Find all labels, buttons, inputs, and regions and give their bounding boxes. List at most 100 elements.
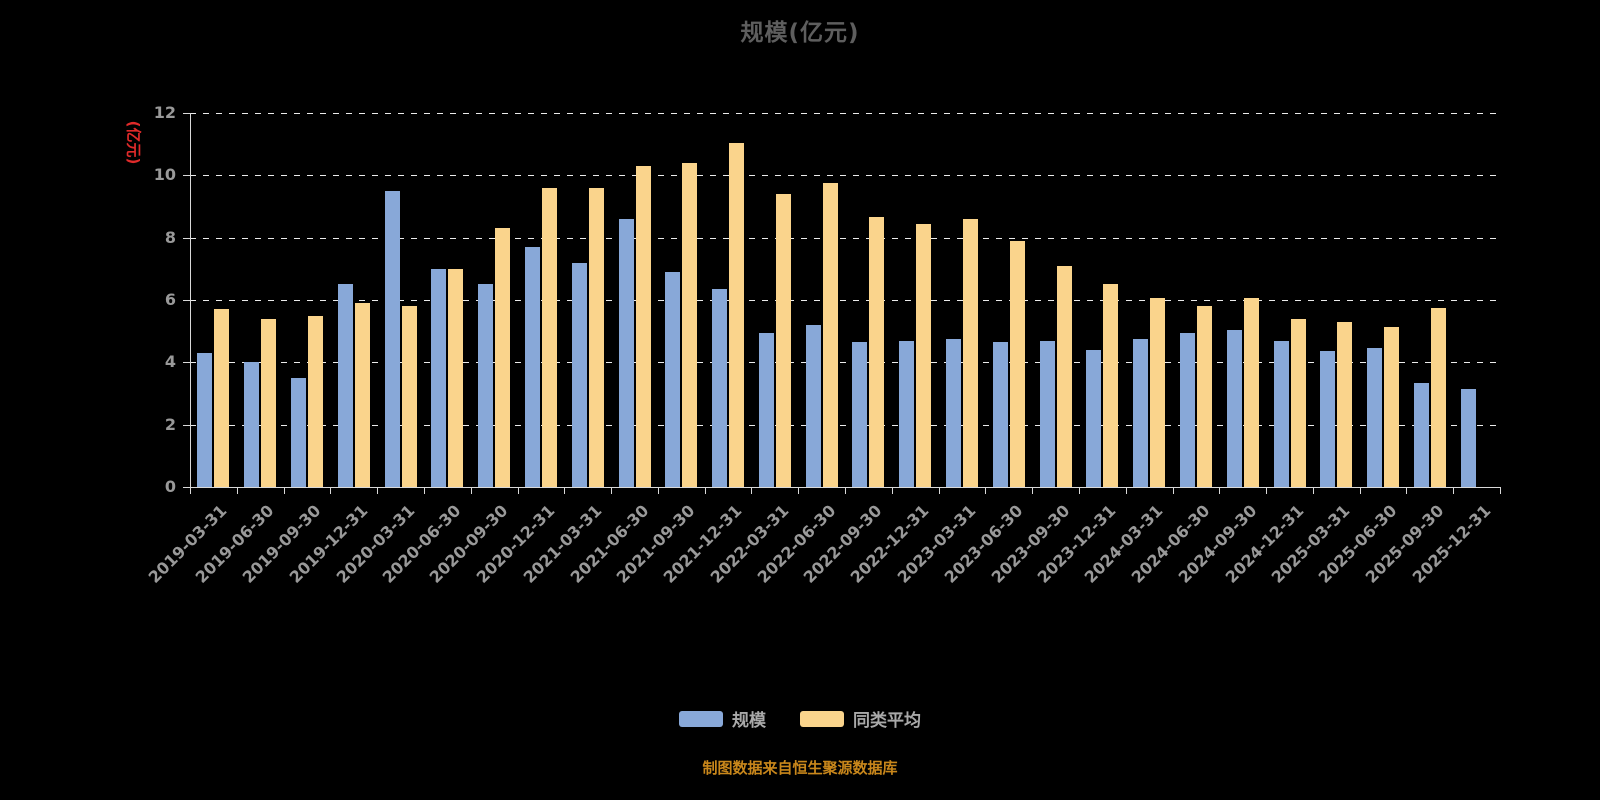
peer-average-bar <box>214 309 230 487</box>
scale-bar <box>1320 351 1336 487</box>
scale-bar <box>758 332 774 487</box>
scale-bar <box>1086 349 1102 487</box>
scale-bar <box>244 362 260 487</box>
peer-average-bar <box>261 318 277 487</box>
gridline <box>190 424 1500 426</box>
x-axis-tick-label: 2019-03-31 <box>145 501 231 587</box>
peer-average-bar <box>1056 265 1072 487</box>
legend-swatch-peer-average <box>800 710 844 727</box>
y-axis-tick-label: 4 <box>164 352 176 372</box>
x-axis-tick <box>891 487 893 494</box>
scale-bar <box>618 219 634 487</box>
x-axis-tick <box>1453 487 1455 494</box>
peer-average-bar <box>495 228 511 487</box>
x-axis-tick <box>1266 487 1268 494</box>
x-axis-tick <box>751 487 753 494</box>
x-axis-tick <box>377 487 379 494</box>
legend-item-scale[interactable]: 规模 <box>679 706 766 731</box>
peer-average-bar <box>1290 318 1306 487</box>
peer-average-bar <box>869 217 885 487</box>
y-axis-tick-label: 8 <box>164 227 176 247</box>
peer-average-bar <box>1430 307 1446 487</box>
legend-item-peer-average[interactable]: 同类平均 <box>800 706 921 731</box>
peer-average-bar <box>1384 326 1399 487</box>
peer-average-bar <box>401 306 417 487</box>
scale-bar <box>571 262 587 487</box>
peer-average-bar <box>541 187 557 487</box>
x-axis-tick <box>564 487 566 494</box>
peer-average-bar <box>1196 306 1212 487</box>
x-axis-tick <box>611 487 613 494</box>
x-axis-tick <box>938 487 940 494</box>
y-axis-tick <box>183 175 190 177</box>
gridline <box>190 362 1500 364</box>
x-axis-tick <box>190 487 191 494</box>
x-axis-tick <box>1032 487 1034 494</box>
y-axis-line <box>190 113 191 487</box>
scale-bar <box>805 324 821 487</box>
legend-swatch-scale <box>679 710 723 727</box>
x-axis-tick <box>1359 487 1361 494</box>
peer-average-bar <box>1103 284 1119 487</box>
peer-average-bar <box>1243 298 1259 487</box>
y-axis-tick <box>183 362 190 364</box>
x-axis-tick <box>657 487 659 494</box>
scale-bar <box>1273 340 1289 487</box>
chart-title: 规模(亿元) <box>740 20 860 46</box>
x-axis-tick <box>1312 487 1314 494</box>
y-axis-tick-label: 2 <box>164 414 176 434</box>
peer-average-bar <box>682 162 698 487</box>
peer-average-bar <box>775 194 791 487</box>
x-axis-tick <box>423 487 425 494</box>
peer-average-bar <box>1150 298 1166 487</box>
x-axis-tick <box>1172 487 1174 494</box>
scale-bar <box>1226 329 1242 487</box>
scale-bar <box>712 289 727 487</box>
peer-average-bar <box>1009 240 1025 487</box>
scale-bar <box>665 271 681 487</box>
legend: 规模 同类平均 <box>0 706 1600 731</box>
y-axis-tick-label: 6 <box>164 290 176 309</box>
scale-bar <box>524 247 540 487</box>
x-axis-tick <box>330 487 332 494</box>
y-axis-tick <box>183 424 190 426</box>
scale-bar <box>431 268 447 487</box>
x-axis-tick <box>845 487 846 494</box>
x-axis-tick <box>1078 487 1080 494</box>
scale-bar <box>899 340 915 487</box>
scale-bar <box>1039 340 1055 487</box>
x-axis-tick <box>1125 487 1127 494</box>
plot-area: 0 2 4 6 8 10 12 2019-03-31 2019-06-30 2019-09-30 2… <box>145 103 1501 587</box>
gridline <box>190 113 1500 114</box>
scale-bar <box>384 190 400 487</box>
x-axis-tick <box>283 487 285 494</box>
y-axis-unit-label: (亿元) <box>124 120 143 165</box>
peer-average-bar <box>1337 321 1353 487</box>
peer-average-bar <box>822 183 838 487</box>
x-axis-tick <box>704 487 706 494</box>
y-axis-tick <box>183 487 190 488</box>
x-axis-tick <box>1406 487 1408 494</box>
scale-bar <box>946 339 961 487</box>
x-axis-tick <box>798 487 800 494</box>
scale-bar <box>1179 332 1195 487</box>
x-axis-tick <box>985 487 987 494</box>
scale-bar <box>1367 348 1382 487</box>
legend-label-scale: 规模 <box>732 711 766 731</box>
peer-average-bar <box>354 303 370 487</box>
gridline <box>190 175 1500 177</box>
y-axis-tick <box>183 300 190 301</box>
gridline <box>190 237 1500 239</box>
source-note: 制图数据来自恒生聚源数据库 <box>702 759 898 777</box>
legend-label-peer-average: 同类平均 <box>853 711 921 731</box>
scale-bar <box>992 342 1008 487</box>
x-axis-tick <box>517 487 519 494</box>
x-axis-tick <box>1500 487 1501 494</box>
scale-bar <box>478 284 494 487</box>
peer-average-bar <box>308 315 323 487</box>
peer-average-bar <box>588 187 604 487</box>
y-axis-tick <box>183 237 190 239</box>
peer-average-bar <box>963 219 978 487</box>
y-axis-tick-label: 10 <box>153 165 176 185</box>
